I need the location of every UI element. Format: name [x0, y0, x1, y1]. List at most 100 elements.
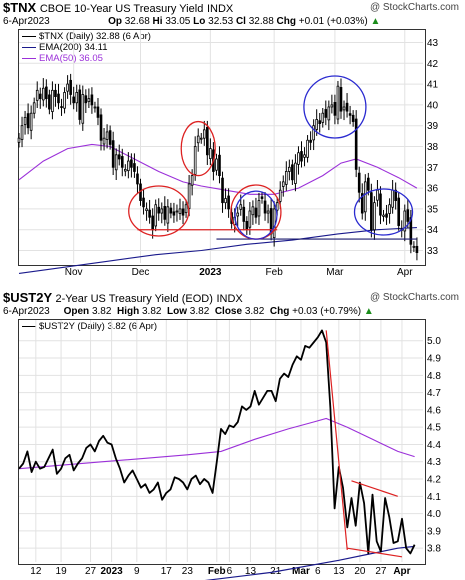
tnx-candle: [336, 85, 340, 120]
tnx-candle: [215, 158, 218, 171]
tnx-candle: [78, 89, 82, 120]
tnx-candle: [266, 210, 270, 214]
tnx-candle: [90, 94, 94, 106]
ust2y-change: +0.03 (+0.79%): [292, 306, 362, 317]
tnx-candle: [342, 106, 346, 111]
ust2y-xtick-label: 9: [134, 566, 140, 577]
tnx-candle: [57, 93, 60, 104]
tnx-red-circle-jan: [180, 120, 216, 177]
tnx-candle: [379, 193, 382, 216]
tnx-candle: [297, 152, 300, 165]
tnx-candle: [93, 106, 97, 109]
tnx-open: 32.68: [124, 16, 150, 27]
tnx-candle: [388, 204, 391, 214]
ust2y-xtick-label: 19: [56, 566, 68, 577]
tnx-candle: [84, 95, 88, 104]
tnx-candle: [66, 83, 69, 92]
tnx-candle: [275, 202, 279, 211]
tnx-candle: [306, 139, 309, 158]
tnx-candle: [218, 154, 221, 177]
tnx-ema200-line: [18, 227, 417, 274]
tnx-xtick-label: Feb: [266, 267, 284, 278]
ust2y-up-arrow-icon: ▲: [363, 306, 374, 317]
tnx-candle: [409, 217, 413, 245]
tnx-candle: [148, 209, 151, 218]
tnx-ytick-label: 41: [427, 80, 439, 91]
tnx-ytick-label: 42: [427, 59, 439, 70]
tnx-candle: [178, 208, 182, 214]
tnx-candle: [163, 206, 167, 220]
ust2y-ytick-label: 4.7: [427, 388, 441, 399]
ust2y-ytick-label: 4.1: [427, 492, 441, 503]
tnx-candle: [54, 89, 57, 97]
tnx-candle: [35, 89, 39, 101]
tnx-candle: [72, 96, 75, 104]
tnx-candle: [69, 79, 72, 95]
tnx-candle: [196, 135, 200, 144]
tnx-ytick-label: 38: [427, 142, 439, 153]
tnx-legend-price: $TNX (Daily) 32.88 (6 Apr): [22, 31, 151, 42]
tnx-candle: [105, 131, 109, 140]
tnx-candle: [339, 87, 343, 112]
tnx-blue-circle-apr: [353, 188, 414, 236]
tnx-candle: [60, 106, 63, 108]
tnx-candle: [130, 159, 133, 168]
ust2y-red-lower-channel: [347, 547, 403, 558]
ust2y-xtick-label: 2023: [100, 566, 123, 577]
tnx-candle: [206, 126, 209, 156]
tnx-plot-area[interactable]: [18, 29, 426, 266]
tnx-candle: [38, 93, 42, 100]
ust2y-high: 3.82: [141, 306, 162, 317]
tnx-candle: [263, 200, 267, 214]
ust2y-ytick-label: 5.0: [427, 336, 441, 347]
tnx-candle: [160, 208, 164, 214]
tnx-candle: [41, 87, 45, 101]
tnx-date: 6-Apr2023: [3, 16, 50, 27]
tnx-blue-circle-feb: [234, 190, 278, 240]
tnx-candle: [75, 92, 79, 104]
tnx-candle: [415, 245, 419, 253]
tnx-candle: [327, 106, 331, 121]
tnx-red-circle-dec: [128, 185, 190, 237]
tnx-candle: [184, 204, 188, 214]
tnx-candle: [363, 181, 367, 213]
ust2y-close: 3.82: [244, 306, 265, 317]
ust2y-plot-area[interactable]: [18, 319, 426, 565]
tnx-ytick-label: 40: [427, 100, 439, 111]
tnx-candle: [284, 171, 288, 185]
tnx-brand[interactable]: @ StockCharts.com: [369, 2, 459, 13]
ust2y-xtick-label: 23: [182, 566, 194, 577]
tnx-candle: [251, 206, 255, 216]
tnx-candle: [257, 200, 261, 217]
tnx-candle: [166, 206, 170, 224]
ust2y-brand[interactable]: @ StockCharts.com: [369, 292, 459, 303]
ust2y-xtick-label: 27: [375, 566, 387, 577]
tnx-candle: [281, 181, 285, 187]
tnx-change: +0.01 (+0.03%): [298, 16, 368, 27]
tnx-candle: [294, 162, 297, 184]
tnx-subtitle: CBOE 10-Year US Treasury Yield: [39, 3, 204, 15]
ust2y-legend: $UST2Y (Daily) 3.82 (6 Apr): [22, 321, 157, 332]
tnx-ytick-label: 43: [427, 38, 439, 49]
tnx-candle: [117, 154, 121, 160]
tnx-candle: [303, 154, 306, 158]
tnx-candle: [145, 208, 148, 211]
tnx-candle: [254, 207, 258, 218]
tnx-candle: [45, 86, 48, 100]
tnx-candle: [51, 89, 54, 112]
tnx-candle: [278, 189, 282, 202]
tnx-candle: [242, 206, 246, 222]
ust2y-legend-price: $UST2Y (Daily) 3.82 (6 Apr): [22, 321, 157, 332]
ust2y-xtick-label: Mar: [292, 566, 310, 577]
tnx-exchange: INDX: [206, 3, 234, 15]
tnx-title: $TNX CBOE 10-Year US Treasury Yield INDX: [3, 0, 234, 15]
tnx-candle: [221, 177, 224, 204]
ust2y-open: 3.82: [91, 306, 112, 317]
ust2y-red-upper-channel: [351, 480, 398, 497]
ust2y-xtick-label: Apr: [393, 566, 410, 577]
ust2y-subtitle: 2-Year US Treasury Yield (EOD): [55, 293, 213, 305]
ust2y-ytick-label: 4.2: [427, 475, 441, 486]
ust2y-xtick-label: 13: [333, 566, 345, 577]
tnx-stats: 6-Apr2023 Op 32.68 Hi 33.05 Lo 32.53 Cl …: [3, 16, 381, 27]
ust2y-ytick-label: 3.9: [427, 526, 441, 537]
